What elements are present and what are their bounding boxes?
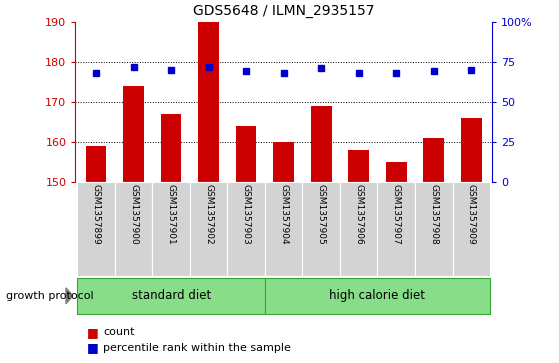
Title: GDS5648 / ILMN_2935157: GDS5648 / ILMN_2935157 xyxy=(193,4,375,18)
Polygon shape xyxy=(66,288,73,304)
Bar xyxy=(236,126,257,182)
Bar xyxy=(311,106,331,182)
Bar xyxy=(124,86,144,182)
Text: ■: ■ xyxy=(87,341,98,354)
Text: GSM1357904: GSM1357904 xyxy=(279,184,288,245)
Bar xyxy=(161,114,182,182)
Text: GSM1357900: GSM1357900 xyxy=(129,184,138,245)
Text: GSM1357909: GSM1357909 xyxy=(467,184,476,245)
Text: percentile rank within the sample: percentile rank within the sample xyxy=(103,343,291,353)
Text: GSM1357903: GSM1357903 xyxy=(241,184,250,245)
Bar xyxy=(273,142,294,182)
Bar xyxy=(302,182,340,276)
Bar xyxy=(340,182,377,276)
Text: growth protocol: growth protocol xyxy=(6,291,93,301)
Text: ■: ■ xyxy=(87,326,98,339)
Bar xyxy=(86,146,106,182)
Bar xyxy=(386,162,406,182)
Text: GSM1357908: GSM1357908 xyxy=(429,184,438,245)
Text: high calorie diet: high calorie diet xyxy=(329,289,425,302)
Text: count: count xyxy=(103,327,135,337)
Bar xyxy=(348,150,369,182)
Bar xyxy=(265,182,302,276)
Text: GSM1357906: GSM1357906 xyxy=(354,184,363,245)
Bar xyxy=(265,278,490,314)
Text: GSM1357901: GSM1357901 xyxy=(167,184,176,245)
Text: GSM1357902: GSM1357902 xyxy=(204,184,213,245)
Bar xyxy=(77,182,115,276)
Bar xyxy=(377,182,415,276)
Bar xyxy=(228,182,265,276)
Text: GSM1357905: GSM1357905 xyxy=(317,184,326,245)
Text: standard diet: standard diet xyxy=(131,289,211,302)
Text: GSM1357907: GSM1357907 xyxy=(392,184,401,245)
Bar xyxy=(453,182,490,276)
Bar xyxy=(461,118,482,182)
Bar xyxy=(77,278,265,314)
Bar xyxy=(190,182,228,276)
Text: GSM1357899: GSM1357899 xyxy=(92,184,101,245)
Bar xyxy=(153,182,190,276)
Bar xyxy=(115,182,153,276)
Bar xyxy=(415,182,453,276)
Bar xyxy=(424,138,444,182)
Bar xyxy=(198,22,219,182)
